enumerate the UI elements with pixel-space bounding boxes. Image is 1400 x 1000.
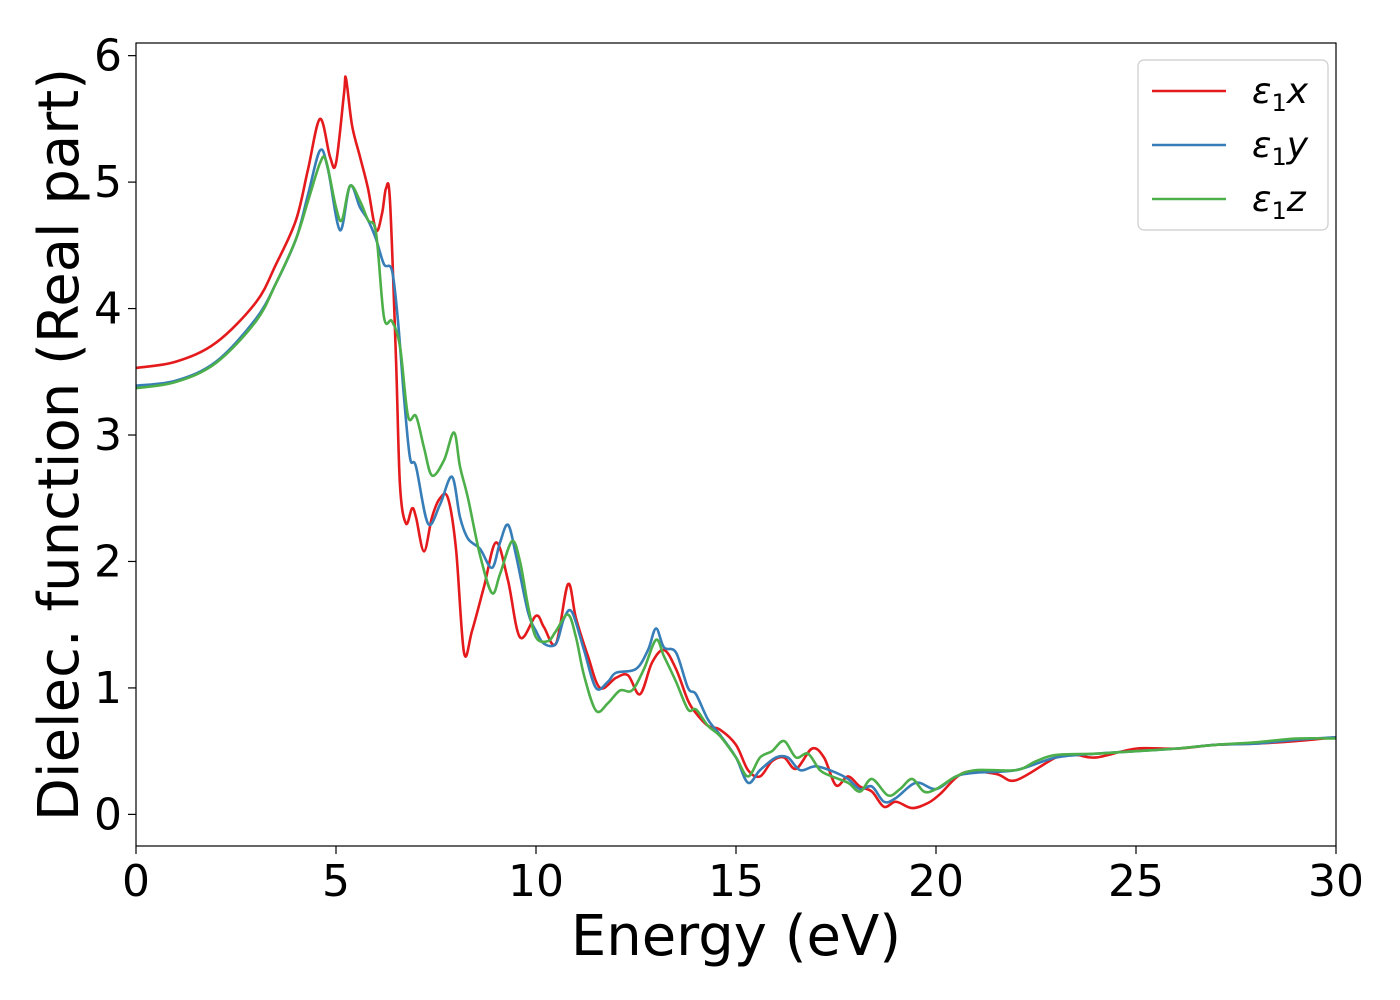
y-tick-label: 6 <box>94 31 122 82</box>
y-tick-label: 2 <box>94 536 122 587</box>
x-tick-label: 5 <box>322 856 350 907</box>
legend-label: ε1z <box>1252 179 1307 225</box>
legend: ε1x ε1y ε1z <box>1137 59 1329 231</box>
x-tick-label: 30 <box>1308 856 1364 907</box>
x-tick-label: 20 <box>908 856 964 907</box>
series-line-e1z <box>136 155 1336 798</box>
legend-label: ε1y <box>1252 125 1309 171</box>
x-tick-label: 0 <box>122 856 150 907</box>
axes: 0 5 10 15 20 25 30 0 1 2 3 4 5 6 Energy (eV) Dielec. fu… <box>27 31 1364 969</box>
y-tick-label: 3 <box>94 410 122 461</box>
y-tick-label: 4 <box>94 284 122 335</box>
y-tick-label: 5 <box>94 157 122 208</box>
plot-area <box>136 75 1336 810</box>
x-tick-label: 10 <box>508 856 564 907</box>
y-tick-label: 1 <box>94 663 122 714</box>
x-tick-label: 15 <box>708 856 764 907</box>
y-axis-title: Dielec. function (Real part) <box>27 68 92 821</box>
series-line-e1y <box>136 148 1336 804</box>
x-tick-label: 25 <box>1108 856 1164 907</box>
legend-box <box>1137 59 1329 231</box>
x-axis-title: Energy (eV) <box>571 904 901 969</box>
y-tick-label: 0 <box>94 789 122 840</box>
legend-label: ε1x <box>1252 71 1309 117</box>
